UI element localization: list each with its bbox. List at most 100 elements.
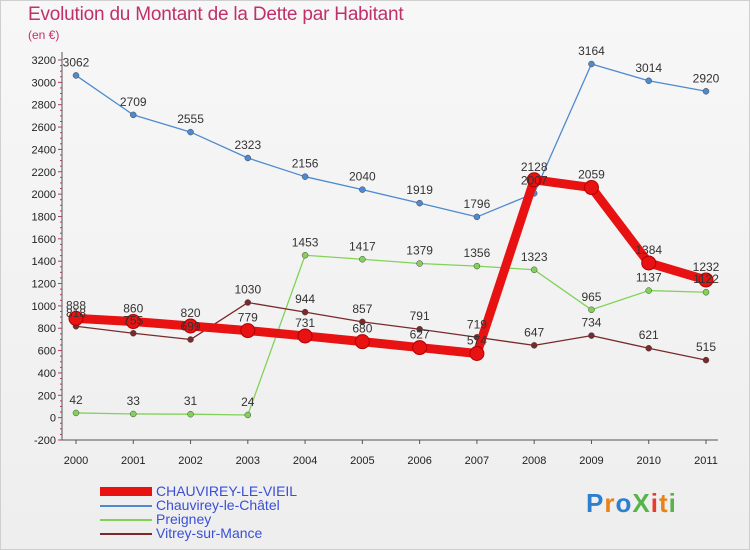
data-label: 791 [410, 309, 430, 323]
legend-swatch [100, 533, 152, 535]
data-point [187, 410, 194, 418]
y-tick-label: 400 [38, 368, 56, 380]
y-tick-label: 0 [50, 413, 56, 425]
data-point [645, 287, 652, 294]
x-tick-label: 2008 [522, 455, 546, 467]
data-point [130, 410, 137, 418]
data-label: 2555 [177, 112, 204, 126]
proxiti-logo: ProXiti [586, 488, 677, 519]
data-point [588, 332, 595, 339]
data-point [130, 330, 137, 337]
data-point [645, 344, 652, 352]
series-line [75, 301, 707, 361]
data-point [530, 342, 538, 349]
data-point [297, 328, 313, 344]
data-point [641, 255, 657, 271]
data-label: 820 [181, 306, 201, 320]
y-tick-label: 2000 [32, 189, 56, 201]
y-tick-label: 3200 [32, 55, 56, 67]
data-label: 2007 [521, 173, 548, 187]
legend-label: Chauvirey-le-Châtel [156, 497, 280, 513]
y-tick-label: 1800 [32, 211, 56, 223]
data-label: 574 [467, 333, 487, 347]
y-tick-label: -200 [34, 435, 56, 447]
data-point [244, 154, 252, 162]
data-label: 1356 [464, 246, 491, 260]
data-point [412, 340, 428, 356]
data-label: 719 [467, 317, 487, 331]
data-point [359, 186, 366, 193]
data-label: 1384 [635, 243, 662, 257]
data-label: 818 [66, 306, 86, 320]
data-point [244, 299, 252, 306]
logo-letter: r [604, 488, 616, 518]
data-label: 3014 [635, 61, 662, 75]
data-label: 779 [238, 311, 258, 325]
data-point [473, 213, 481, 221]
data-label: 755 [123, 313, 143, 327]
data-label: 2040 [349, 170, 376, 184]
data-label: 515 [696, 340, 716, 354]
data-label: 734 [581, 316, 601, 330]
data-point [588, 306, 595, 314]
y-tick-label: 2800 [32, 100, 56, 112]
data-point [301, 252, 309, 259]
data-label: 1232 [693, 260, 720, 274]
logo-letter: i [650, 488, 659, 518]
y-tick-label: 600 [38, 346, 56, 358]
data-point [473, 262, 481, 270]
data-point [469, 345, 485, 361]
logo-letter: X [632, 488, 651, 518]
y-tick-label: 2600 [32, 122, 56, 134]
data-point [645, 77, 652, 85]
chart-title: Evolution du Montant de la Dette par Hab… [28, 4, 404, 25]
data-label: 1417 [349, 239, 376, 253]
data-point [359, 318, 366, 326]
x-tick-label: 2011 [694, 455, 718, 467]
data-label: 627 [410, 328, 430, 342]
logo-letter: P [586, 488, 605, 518]
data-label: 2128 [521, 160, 548, 174]
data-label: 965 [581, 290, 601, 304]
data-point [416, 199, 423, 207]
data-point [240, 323, 256, 339]
data-label: 1919 [406, 183, 433, 197]
data-label: 1323 [521, 250, 548, 264]
data-point [702, 288, 710, 296]
data-point [125, 314, 141, 330]
data-label: 731 [295, 316, 315, 330]
legend-swatch [100, 505, 152, 507]
data-label: 621 [639, 328, 659, 342]
data-label: 1453 [292, 235, 319, 249]
data-label: 1137 [636, 271, 662, 285]
data-label: 2920 [693, 71, 720, 85]
y-tick-label: 200 [38, 390, 56, 402]
data-label: 680 [352, 322, 372, 336]
legend-label: Vitrey-sur-Mance [156, 525, 263, 541]
data-label: 944 [295, 292, 315, 306]
data-label: 31 [184, 394, 198, 408]
data-label: 888 [66, 298, 86, 312]
data-point [359, 256, 366, 263]
data-label: 33 [127, 394, 141, 408]
series-line [75, 175, 708, 358]
x-tick-label: 2002 [178, 455, 202, 467]
y-tick-label: 2400 [32, 144, 56, 156]
x-tick-label: 2001 [121, 455, 145, 467]
data-label: 2059 [578, 168, 605, 182]
data-point [244, 411, 252, 419]
x-tick-label: 2005 [350, 455, 374, 467]
x-tick-label: 2009 [579, 455, 603, 467]
data-label: 2709 [120, 95, 147, 109]
y-tick-label: 3000 [32, 77, 56, 89]
series-0 [72, 60, 710, 221]
data-point [187, 336, 194, 343]
y-tick-label: 800 [38, 323, 56, 335]
legend-label: Preigney [156, 511, 212, 527]
data-point [698, 272, 714, 288]
series-2 [72, 299, 710, 364]
data-point [526, 172, 542, 188]
logo-letter: t [658, 488, 669, 518]
